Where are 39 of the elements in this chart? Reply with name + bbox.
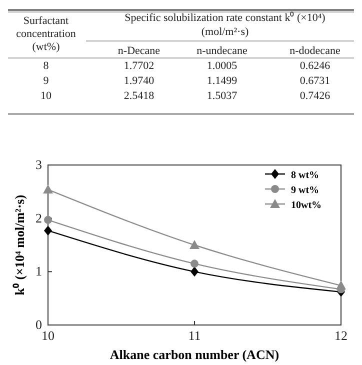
legend-label: 9 wt% [291, 185, 320, 196]
point [190, 266, 198, 277]
text: 0.6246 [300, 60, 331, 72]
text: 1.9740 [124, 75, 155, 87]
point [43, 184, 53, 194]
text: 9 [43, 75, 50, 87]
point [44, 226, 52, 236]
text: Surfactant [23, 15, 69, 27]
y-tick-label: 2 [36, 210, 42, 226]
point [336, 280, 346, 290]
point [190, 260, 198, 268]
legend-label: 8 wt% [291, 170, 320, 181]
legend-label: 10wt% [291, 200, 322, 211]
text: n-undecane [196, 45, 248, 57]
text: 0.7426 [300, 90, 331, 102]
text: (mol/m²·s) [201, 26, 249, 38]
text: 8 [43, 60, 50, 72]
y-tick-label: 1 [36, 264, 42, 279]
x-tick-label: 12 [334, 328, 348, 343]
text: 1.0005 [206, 60, 238, 72]
x-axis-title: Alkane carbon number (ACN) [110, 347, 280, 362]
text: n-dodecane [290, 45, 340, 57]
point [190, 240, 200, 249]
text: Specific solubilization rate constant k⁰ (×10⁴) [124, 11, 326, 24]
text: n-Decane [118, 45, 160, 57]
text: 1.5037 [206, 90, 238, 102]
text: 1.1499 [206, 75, 238, 87]
x-tick-label: 10 [42, 328, 54, 343]
point [44, 216, 52, 224]
y-tick-label: 3 [36, 157, 42, 172]
text: (wt%) [32, 41, 60, 53]
y-axis-title: k⁰ (×10⁴ mol/m²·s) [12, 194, 27, 296]
text: 2.5418 [124, 90, 155, 102]
text: 1.7702 [124, 60, 154, 72]
x-tick-label: 11 [188, 328, 201, 343]
text: 10 [40, 90, 52, 102]
text: 0.6731 [300, 75, 330, 87]
y-tick-label: 0 [36, 317, 42, 332]
text: concentration [16, 28, 76, 40]
